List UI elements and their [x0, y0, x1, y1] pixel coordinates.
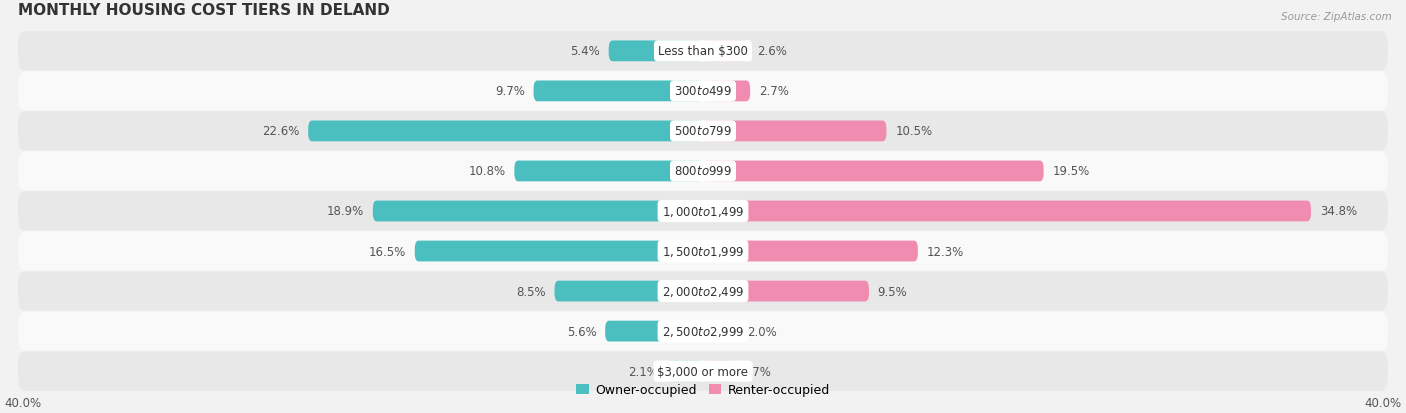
Text: Less than $300: Less than $300	[658, 45, 748, 58]
FancyBboxPatch shape	[703, 81, 751, 102]
FancyBboxPatch shape	[703, 41, 748, 62]
Text: 2.1%: 2.1%	[627, 365, 658, 378]
FancyBboxPatch shape	[18, 272, 1388, 311]
FancyBboxPatch shape	[703, 361, 733, 382]
FancyBboxPatch shape	[373, 201, 703, 222]
Text: $2,000 to $2,499: $2,000 to $2,499	[662, 285, 744, 298]
Text: 8.5%: 8.5%	[516, 285, 546, 298]
Text: 2.0%: 2.0%	[747, 325, 776, 338]
FancyBboxPatch shape	[18, 32, 1388, 71]
FancyBboxPatch shape	[605, 321, 703, 342]
FancyBboxPatch shape	[18, 112, 1388, 151]
FancyBboxPatch shape	[18, 152, 1388, 191]
FancyBboxPatch shape	[703, 321, 738, 342]
FancyBboxPatch shape	[703, 161, 1043, 182]
Text: 9.7%: 9.7%	[495, 85, 524, 98]
FancyBboxPatch shape	[703, 201, 1310, 222]
FancyBboxPatch shape	[308, 121, 703, 142]
FancyBboxPatch shape	[609, 41, 703, 62]
Text: 12.3%: 12.3%	[927, 245, 965, 258]
Text: 2.7%: 2.7%	[759, 85, 789, 98]
Text: 22.6%: 22.6%	[262, 125, 299, 138]
FancyBboxPatch shape	[18, 72, 1388, 111]
Text: $1,500 to $1,999: $1,500 to $1,999	[662, 244, 744, 259]
Text: 40.0%: 40.0%	[1365, 396, 1402, 409]
Text: $300 to $499: $300 to $499	[673, 85, 733, 98]
Text: $3,000 or more: $3,000 or more	[658, 365, 748, 378]
FancyBboxPatch shape	[703, 241, 918, 262]
Text: $500 to $799: $500 to $799	[673, 125, 733, 138]
Text: $2,500 to $2,999: $2,500 to $2,999	[662, 324, 744, 338]
FancyBboxPatch shape	[666, 361, 703, 382]
FancyBboxPatch shape	[533, 81, 703, 102]
FancyBboxPatch shape	[703, 281, 869, 302]
Legend: Owner-occupied, Renter-occupied: Owner-occupied, Renter-occupied	[576, 383, 830, 396]
Text: 5.6%: 5.6%	[567, 325, 596, 338]
Text: 18.9%: 18.9%	[326, 205, 364, 218]
FancyBboxPatch shape	[703, 121, 886, 142]
Text: 40.0%: 40.0%	[4, 396, 41, 409]
FancyBboxPatch shape	[18, 312, 1388, 351]
Text: MONTHLY HOUSING COST TIERS IN DELAND: MONTHLY HOUSING COST TIERS IN DELAND	[18, 3, 389, 18]
Text: 5.4%: 5.4%	[571, 45, 600, 58]
Text: 1.7%: 1.7%	[741, 365, 772, 378]
FancyBboxPatch shape	[554, 281, 703, 302]
Text: 9.5%: 9.5%	[877, 285, 907, 298]
Text: 2.6%: 2.6%	[758, 45, 787, 58]
FancyBboxPatch shape	[415, 241, 703, 262]
Text: 10.8%: 10.8%	[468, 165, 506, 178]
FancyBboxPatch shape	[515, 161, 703, 182]
Text: Source: ZipAtlas.com: Source: ZipAtlas.com	[1281, 12, 1392, 22]
Text: $1,000 to $1,499: $1,000 to $1,499	[662, 204, 744, 218]
Text: 19.5%: 19.5%	[1053, 165, 1090, 178]
FancyBboxPatch shape	[18, 232, 1388, 271]
Text: $800 to $999: $800 to $999	[673, 165, 733, 178]
Text: 16.5%: 16.5%	[368, 245, 406, 258]
FancyBboxPatch shape	[18, 192, 1388, 231]
Text: 10.5%: 10.5%	[896, 125, 932, 138]
FancyBboxPatch shape	[18, 351, 1388, 391]
Text: 34.8%: 34.8%	[1320, 205, 1357, 218]
